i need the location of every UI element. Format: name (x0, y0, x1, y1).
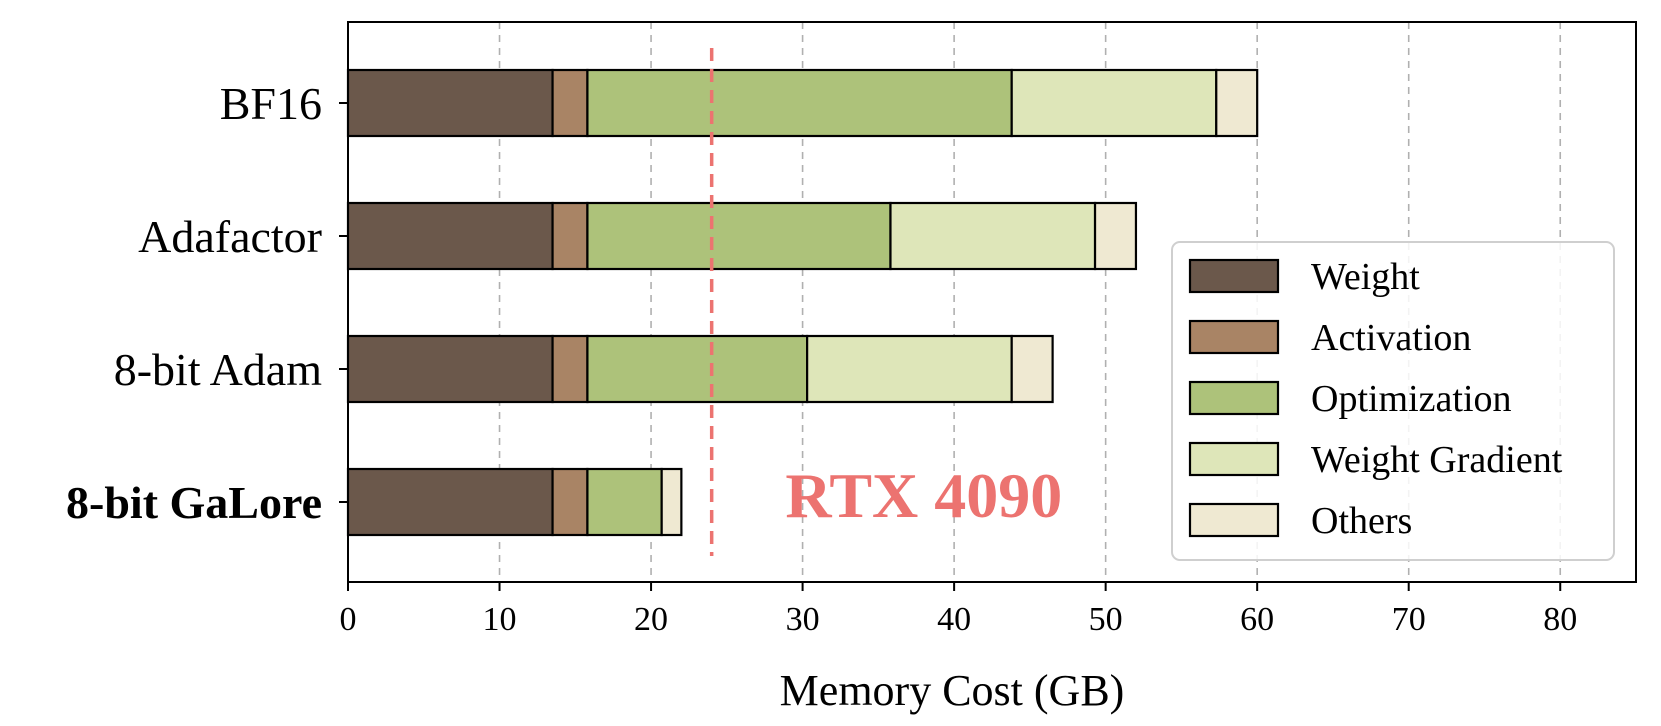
bar-adafactor-activation (551, 201, 589, 271)
bar-8-bit-galore-others (660, 467, 683, 537)
legend-swatch-activation (1188, 319, 1280, 355)
x-axis-title: Memory Cost (GB) (780, 666, 1125, 715)
legend-label-optimization: Optimization (1311, 378, 1512, 420)
x-tick-label-10: 10 (483, 601, 517, 638)
bar-8-bit-adam-activation (551, 334, 589, 404)
legend-swatch-optimization (1188, 380, 1280, 416)
rtx-4090-annotation: RTX 4090 (785, 460, 1062, 531)
category-label-8-bit-galore: 8-bit GaLore (66, 477, 322, 528)
bar-adafactor-others (1093, 201, 1138, 271)
bar-8-bit-adam-optimization (586, 334, 809, 404)
legend-box (1171, 241, 1615, 561)
x-tick-label-40: 40 (937, 601, 971, 638)
bar-8-bit-galore-optimization (586, 467, 663, 537)
stacked-bars (346, 68, 1259, 537)
plot-frame (347, 21, 1637, 583)
category-label-bf16: BF16 (220, 78, 322, 129)
x-tick-label-50: 50 (1089, 601, 1123, 638)
bar-adafactor-weight (346, 201, 554, 271)
x-tick-label-80: 80 (1543, 601, 1577, 638)
legend-label-weight: Weight (1311, 256, 1420, 298)
bar-bf16-activation (551, 68, 589, 138)
legend-swatch-weight (1188, 258, 1280, 294)
legend-label-weight-gradient: Weight Gradient (1311, 439, 1563, 481)
legend-label-activation: Activation (1311, 317, 1471, 359)
category-label-8-bit-adam: 8-bit Adam (114, 344, 322, 395)
bar-bf16-weight (346, 68, 554, 138)
x-tick-label-60: 60 (1240, 601, 1274, 638)
bar-adafactor-optimization (586, 201, 892, 271)
bar-bf16-optimization (586, 68, 1013, 138)
x-tick-label-70: 70 (1392, 601, 1426, 638)
bar-8-bit-adam-others (1010, 334, 1054, 404)
legend: Weight Activation Optimization Weight Gradi… (1171, 241, 1615, 561)
bar-8-bit-adam-weight (346, 334, 554, 404)
bar-8-bit-adam-weight-gradient (806, 334, 1013, 404)
category-label-adafactor: Adafactor (138, 211, 322, 262)
bar-bf16-weight-gradient (1010, 68, 1218, 138)
x-axis-ticks: 0 10 20 30 40 50 60 70 80 (340, 582, 1577, 638)
bar-8-bit-galore-activation (551, 467, 589, 537)
x-tick-label-30: 30 (786, 601, 820, 638)
legend-label-others: Others (1311, 500, 1412, 542)
legend-swatch-weight-gradient (1188, 441, 1280, 477)
bar-bf16-others (1215, 68, 1259, 138)
x-tick-label-0: 0 (340, 601, 357, 638)
legend-swatch-others (1188, 502, 1280, 538)
bar-8-bit-galore-weight (346, 467, 554, 537)
bar-adafactor-weight-gradient (889, 201, 1097, 271)
x-tick-label-20: 20 (634, 601, 668, 638)
y-axis-categories: BF16 Adafactor 8-bit Adam 8-bit GaLore (66, 78, 348, 528)
